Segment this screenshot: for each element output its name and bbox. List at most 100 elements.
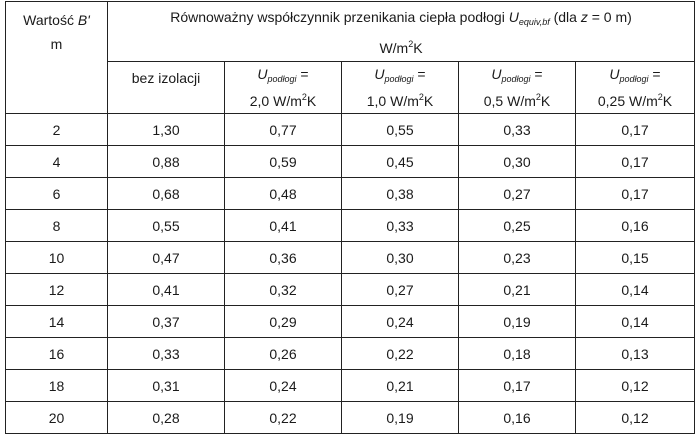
cell-u-0-25: 0,15: [575, 241, 695, 274]
cell-u-0-5: 0,17: [458, 369, 576, 402]
cell-b-value: 14: [5, 305, 108, 338]
cell-u-0-25: 0,13: [575, 337, 695, 370]
cell-u-1-0: 0,30: [341, 241, 459, 274]
cell-u-0-25: 0,12: [575, 401, 695, 434]
cell-u-2-0: 0,29: [224, 305, 342, 338]
cell-no-insulation: 0,37: [107, 305, 225, 338]
u-eq: =: [413, 66, 426, 82]
header-row-1: Wartość B' m Równoważny współczynnik prz…: [5, 1, 695, 114]
cell-u-0-5: 0,16: [458, 401, 576, 434]
table-row: 2 1,30 0,77 0,55 0,33 0,17: [5, 113, 695, 146]
main-title: Równoważny współczynnik przenikania ciep…: [170, 9, 509, 25]
cell-u-1-0: 0,55: [341, 113, 459, 146]
u-end: K: [540, 93, 551, 109]
subheader-label: bez izolacji: [131, 70, 201, 86]
main-sub: equiv,bf: [518, 17, 550, 27]
cell-u-0-25: 0,12: [575, 369, 695, 402]
table-row: 16 0,33 0,26 0,22 0,18 0,13: [5, 337, 695, 370]
main-unit: W/m: [379, 40, 409, 56]
u-var: U: [257, 66, 268, 82]
main-var: U: [508, 9, 519, 25]
subheader-u-1-0: Upodłogi = 1,0 W/m2K: [341, 61, 459, 114]
u-sup: 2: [535, 92, 541, 102]
b-variable: B': [77, 12, 90, 28]
cell-u-0-25: 0,14: [575, 273, 695, 306]
column-header-main: Równoważny współczynnik przenikania ciep…: [107, 1, 695, 62]
u-eq: =: [648, 66, 661, 82]
cell-u-0-25: 0,17: [575, 177, 695, 210]
header-row-2: bez izolacji Upodłogi = 2,0 W/m2K Upodło…: [6, 61, 695, 114]
cell-b-value: 16: [5, 337, 108, 370]
u-sub: podłogi: [384, 74, 414, 84]
subheader-u-0-25: Upodłogi = 0,25 W/m2K: [575, 61, 695, 114]
cell-u-1-0: 0,22: [341, 337, 459, 370]
u-sup: 2: [301, 92, 307, 102]
u-end: K: [306, 93, 317, 109]
b-unit: m: [50, 36, 63, 52]
cell-u-2-0: 0,59: [224, 145, 342, 178]
cell-u-0-5: 0,33: [458, 113, 576, 146]
cell-no-insulation: 0,41: [107, 273, 225, 306]
column-header-b: Wartość B' m: [5, 1, 108, 114]
cell-u-2-0: 0,24: [224, 369, 342, 402]
cell-b-value: 2: [5, 113, 108, 146]
table-row: 4 0,88 0,59 0,45 0,30 0,17: [5, 145, 695, 178]
table-row: 20 0,28 0,22 0,19 0,16 0,12: [5, 401, 695, 434]
u-var: U: [491, 66, 502, 82]
cell-u-0-25: 0,14: [575, 305, 695, 338]
cell-u-0-5: 0,25: [458, 209, 576, 242]
cell-b-value: 20: [5, 401, 108, 434]
cell-u-1-0: 0,24: [341, 305, 459, 338]
u-var: U: [374, 66, 385, 82]
table-row: 18 0,31 0,24 0,21 0,17 0,12: [5, 369, 695, 402]
table-row: 8 0,55 0,41 0,33 0,25 0,16: [5, 209, 695, 242]
cell-no-insulation: 0,28: [107, 401, 225, 434]
cell-u-1-0: 0,38: [341, 177, 459, 210]
cell-b-value: 6: [5, 177, 108, 210]
cell-b-value: 8: [5, 209, 108, 242]
floor-u-value-table: Wartość B' m Równoważny współczynnik prz…: [5, 1, 695, 434]
cell-u-2-0: 0,26: [224, 337, 342, 370]
main-post2: = 0 m): [587, 9, 632, 25]
cell-no-insulation: 0,68: [107, 177, 225, 210]
u-sub: podłogi: [267, 74, 297, 84]
u-sup: 2: [657, 92, 663, 102]
cell-u-2-0: 0,41: [224, 209, 342, 242]
u-eq: =: [530, 66, 543, 82]
cell-u-0-5: 0,21: [458, 273, 576, 306]
cell-u-1-0: 0,27: [341, 273, 459, 306]
cell-b-value: 4: [5, 145, 108, 178]
cell-u-0-5: 0,23: [458, 241, 576, 274]
subheader-no-insulation: bez izolacji: [107, 61, 225, 114]
cell-u-2-0: 0,77: [224, 113, 342, 146]
u-sub: podłogi: [619, 74, 649, 84]
cell-b-value: 18: [5, 369, 108, 402]
main-unit-sup: 2: [408, 39, 414, 49]
u-eq: =: [296, 66, 309, 82]
cell-u-0-5: 0,27: [458, 177, 576, 210]
u-var: U: [609, 66, 620, 82]
u-sup: 2: [418, 92, 424, 102]
cell-u-1-0: 0,45: [341, 145, 459, 178]
cell-u-1-0: 0,33: [341, 209, 459, 242]
u-value: 0,5 W/m: [483, 93, 536, 109]
cell-u-1-0: 0,19: [341, 401, 459, 434]
table-row: 10 0,47 0,36 0,30 0,23 0,15: [5, 241, 695, 274]
cell-b-value: 12: [5, 273, 108, 306]
cell-u-0-25: 0,17: [575, 113, 695, 146]
cell-u-0-25: 0,17: [575, 145, 695, 178]
cell-u-0-5: 0,18: [458, 337, 576, 370]
main-unit-end: K: [413, 40, 423, 56]
cell-u-2-0: 0,48: [224, 177, 342, 210]
table-body: 2 1,30 0,77 0,55 0,33 0,17 4 0,88 0,59 0,45 0,30 0,…: [5, 113, 695, 434]
subheader-u-2-0: Upodłogi = 2,0 W/m2K: [224, 61, 342, 114]
cell-no-insulation: 0,88: [107, 145, 225, 178]
u-value: 0,25 W/m: [597, 93, 658, 109]
b-label: Wartość: [23, 12, 78, 28]
cell-u-2-0: 0,32: [224, 273, 342, 306]
main-post: (dla: [549, 9, 581, 25]
u-value: 1,0 W/m: [366, 93, 419, 109]
cell-no-insulation: 0,55: [107, 209, 225, 242]
cell-no-insulation: 0,31: [107, 369, 225, 402]
cell-b-value: 10: [5, 241, 108, 274]
